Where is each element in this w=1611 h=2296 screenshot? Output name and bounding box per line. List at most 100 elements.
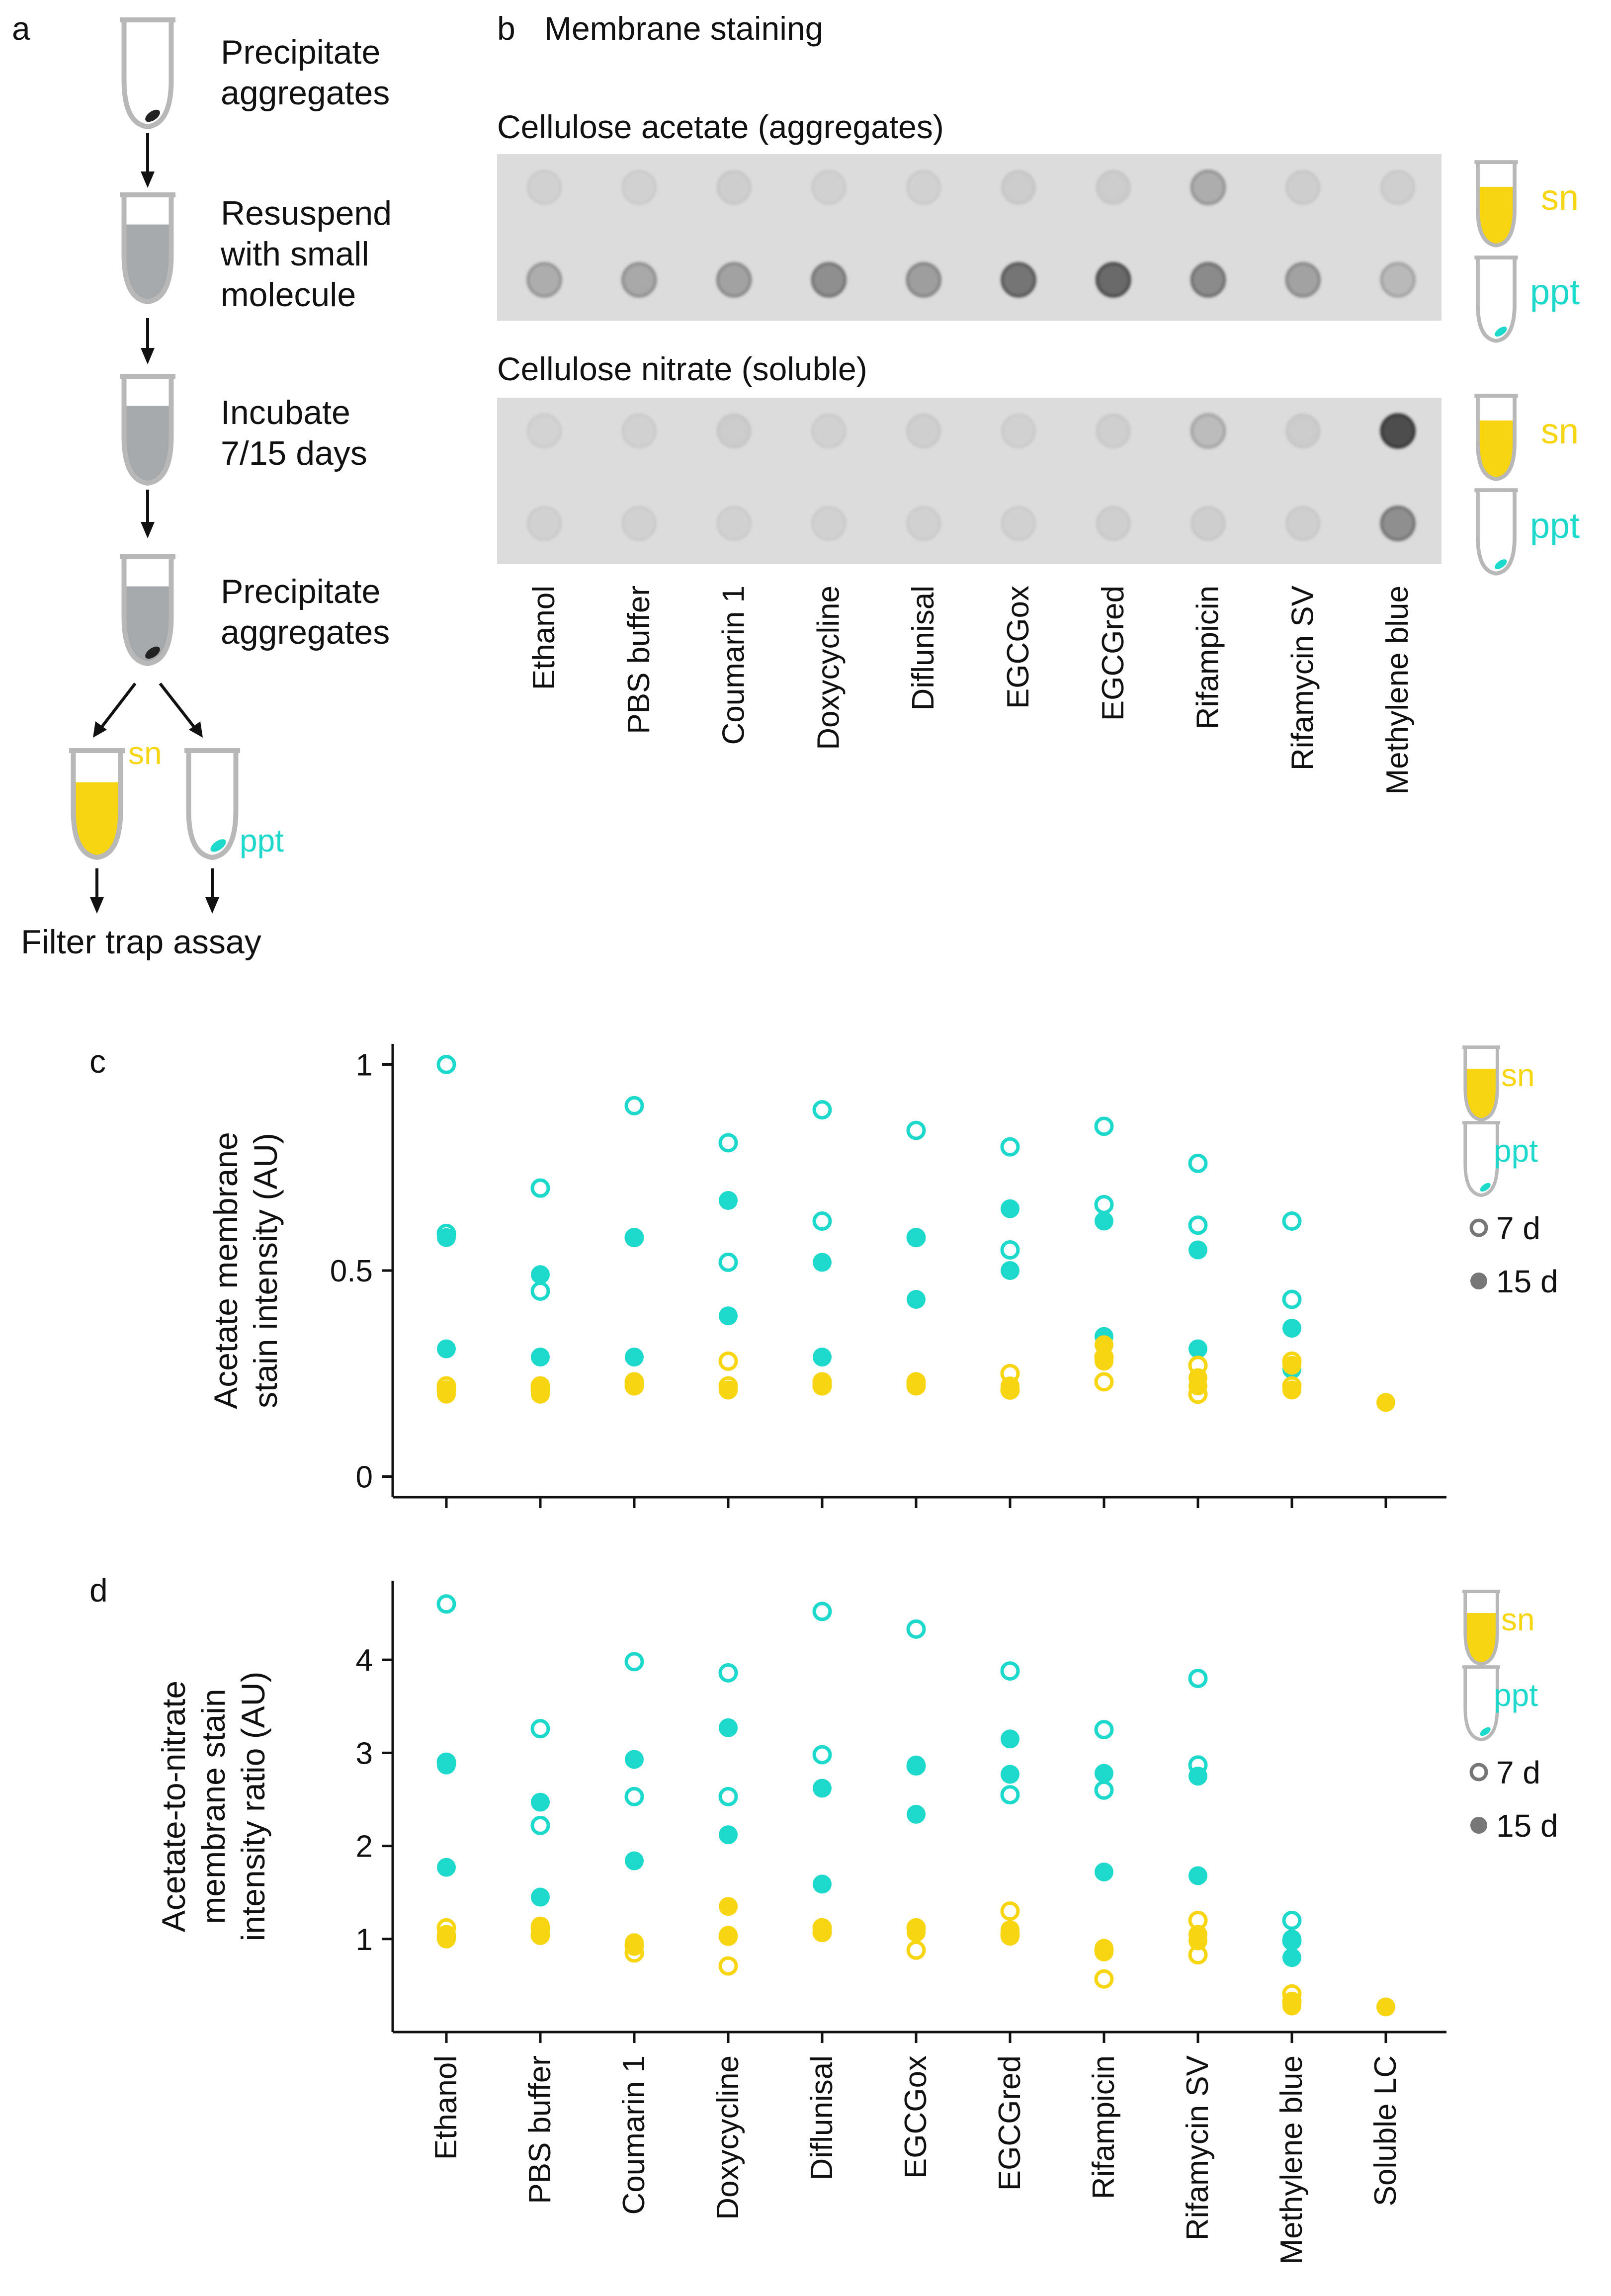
point-sn-15d — [437, 1384, 456, 1404]
tube-liquid — [1477, 420, 1515, 479]
x-tick-label: Rifamycin SV — [1181, 2055, 1215, 2240]
x-tick-label: Doxycycline — [711, 2055, 745, 2220]
legend-sn: sn — [1501, 1057, 1535, 1093]
point-ppt-7d — [718, 1786, 738, 1806]
membrane-dot — [717, 507, 751, 540]
point-ppt-15d — [437, 1858, 456, 1877]
point-ppt-7d — [718, 1252, 738, 1272]
membrane-dot — [907, 507, 941, 540]
membrane-dot — [1191, 507, 1225, 540]
tube-ppt-icon — [1474, 255, 1518, 343]
membrane-dot — [527, 170, 561, 204]
point-sn-15d — [1282, 1996, 1301, 2016]
tube-ppt-icon — [1474, 488, 1518, 576]
y-tick-label: 1 — [356, 1048, 373, 1082]
legend-15d: 15 d — [1496, 1808, 1558, 1844]
tube-outline — [121, 559, 174, 667]
tube-ppt-icon — [184, 748, 240, 860]
tube-pellet-icon — [120, 17, 175, 130]
point-ppt-7d — [1000, 1137, 1020, 1157]
tube-outline — [121, 379, 174, 486]
point-ppt-15d — [437, 1339, 456, 1359]
tube-liquid — [1465, 1068, 1498, 1120]
point-sn-7d — [906, 1940, 926, 1960]
point-ppt-15d — [1095, 1764, 1113, 1783]
point-sn-15d — [1095, 1352, 1113, 1371]
legend-sn: sn — [1501, 1602, 1535, 1637]
membrane-dot — [907, 414, 941, 448]
tube-resuspended-icon — [120, 192, 175, 305]
membrane-dot — [1190, 170, 1226, 205]
legend-7d: 7 d — [1496, 1210, 1540, 1246]
point-sn-15d — [437, 1929, 456, 1949]
membrane-dot — [1190, 262, 1226, 298]
point-ppt-7d — [1094, 1116, 1114, 1136]
point-ppt-15d — [531, 1348, 550, 1367]
tube-liquid — [1477, 186, 1515, 246]
flow-arrows — [90, 133, 219, 914]
point-ppt-15d — [1188, 1240, 1207, 1260]
tube-liquid — [124, 586, 171, 664]
y-tick-label: 4 — [356, 1643, 373, 1678]
step-4-label: Precipitate aggregates — [221, 573, 390, 651]
point-ppt-7d — [1000, 1785, 1020, 1805]
panel-c-legend: sn ppt 7 d 15 d — [1469, 1057, 1558, 1299]
tube-sn-icon — [69, 748, 125, 860]
nitrate-membrane-title: Cellulose nitrate (soluble) — [497, 350, 867, 387]
point-ppt-7d — [1094, 1780, 1114, 1800]
point-sn-15d — [531, 1384, 550, 1404]
membrane-dot — [812, 414, 846, 448]
pellet — [1480, 1183, 1491, 1192]
point-ppt-7d — [624, 1786, 644, 1806]
point-ppt-15d — [531, 1792, 550, 1812]
membrane-dot — [812, 170, 846, 204]
tube-rim — [1474, 160, 1518, 164]
acetate-membrane-dots — [526, 170, 1416, 298]
tube-outline — [1476, 259, 1517, 343]
point-ppt-7d — [906, 1619, 926, 1639]
step-2-label: Resuspend with small molecule — [220, 194, 392, 314]
point-sn-15d — [1095, 1942, 1113, 1961]
point-ppt-7d — [1094, 1194, 1114, 1214]
point-ppt-7d — [718, 1663, 738, 1683]
point-sn-15d — [813, 1922, 832, 1941]
membrane-dot — [1002, 414, 1035, 448]
tube-outline — [71, 753, 123, 860]
tube-rim — [1474, 255, 1518, 259]
membrane-dot — [1286, 414, 1320, 448]
x-tick-label: Soluble LC — [1368, 2055, 1403, 2206]
tube-rim — [184, 748, 240, 753]
point-ppt-15d — [1001, 1261, 1019, 1280]
point-ppt-7d — [812, 1745, 832, 1765]
membrane-dot — [717, 170, 751, 204]
lane-label: Rifamycin SV — [1285, 585, 1320, 770]
point-ppt-7d — [812, 1602, 832, 1621]
point-ppt-15d — [1188, 1339, 1207, 1359]
legend-open-marker — [1469, 1763, 1488, 1782]
tube-rim — [120, 192, 175, 197]
point-ppt-7d — [1282, 1289, 1302, 1309]
point-sn-15d — [625, 1937, 644, 1956]
tube-liquid — [1465, 1613, 1498, 1664]
lane-label: EGCGred — [1096, 586, 1130, 721]
legend-ppt: ppt — [1494, 1133, 1538, 1169]
point-ppt-7d — [530, 1719, 550, 1739]
point-ppt-15d — [1188, 1767, 1207, 1786]
panel-b-title: Membrane staining — [544, 10, 823, 47]
point-ppt-7d — [1188, 1215, 1208, 1235]
point-ppt-15d — [1001, 1729, 1019, 1749]
point-ppt-7d — [1000, 1240, 1020, 1260]
point-ppt-15d — [719, 1191, 738, 1210]
point-ppt-7d — [624, 1096, 644, 1115]
tube-sn-icon — [1462, 1045, 1501, 1122]
membrane-dot — [1285, 262, 1321, 298]
membrane-dot — [812, 507, 846, 540]
tube-rim — [1474, 394, 1518, 398]
x-tick-label: EGCGox — [899, 2055, 933, 2179]
point-sn-15d — [1376, 1393, 1395, 1412]
x-tick-label: Diflunisal — [805, 2055, 839, 2181]
tube-liquid — [124, 224, 171, 302]
lane-label: Ethanol — [527, 586, 561, 690]
point-ppt-15d — [907, 1755, 926, 1775]
panel-d-xlabels: Ethanol PBS buffer Coumarin 1 Doxycycline Di… — [429, 2055, 1403, 2264]
